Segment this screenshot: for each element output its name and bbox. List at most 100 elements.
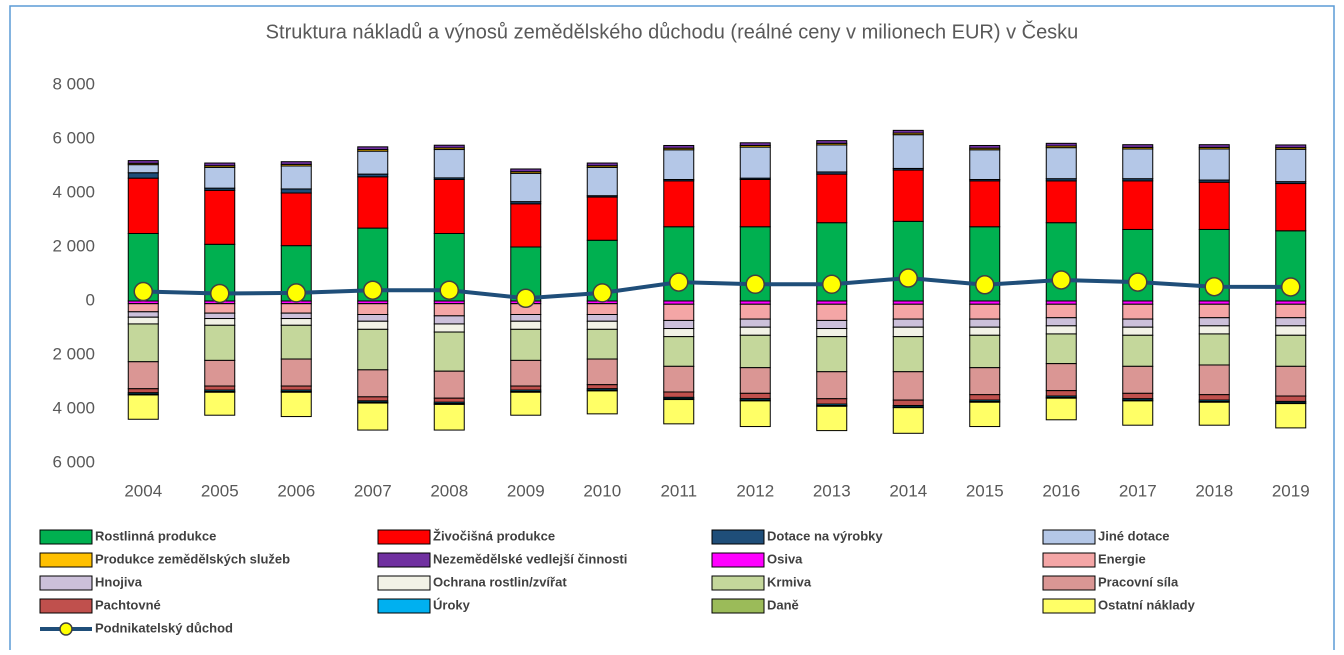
- y-tick-label: 2 000: [52, 236, 95, 255]
- bar-segment: [1045, 390, 1077, 397]
- bar-segment: [433, 303, 465, 317]
- legend-swatch: [39, 529, 93, 545]
- bar-segment: [1045, 397, 1077, 421]
- bar-segment: [739, 400, 771, 428]
- bar-segment: [204, 359, 236, 387]
- legend-label: Živočišná produkce: [433, 528, 555, 543]
- bar-segment: [433, 149, 465, 179]
- line-marker: [363, 280, 383, 300]
- bar-segment: [969, 326, 1001, 336]
- bar-segment: [280, 358, 312, 387]
- x-tick-label: 2015: [966, 481, 1004, 500]
- legend-swatch: [711, 598, 765, 614]
- x-tick-label: 2018: [1195, 481, 1233, 500]
- bar-segment: [510, 168, 542, 173]
- bar-segment: [1198, 317, 1230, 327]
- bar-segment: [663, 391, 695, 398]
- x-tick-label: 2008: [430, 481, 468, 500]
- bar-segment: [127, 361, 159, 390]
- line-marker: [898, 268, 918, 288]
- bar-segment: [663, 319, 695, 330]
- legend-label: Produkce zemědělských služeb: [95, 551, 290, 566]
- line-marker: [822, 274, 842, 295]
- line-marker: [745, 274, 765, 295]
- bar-segment: [969, 318, 1001, 328]
- bar-segment: [1122, 180, 1154, 230]
- legend-swatch: [39, 575, 93, 591]
- bar-segment: [586, 314, 618, 322]
- bar-segment: [1122, 334, 1154, 367]
- bar-segment: [204, 162, 236, 167]
- legend-swatch: [377, 552, 431, 568]
- legend-label: Nezemědělské vedlejší činnosti: [433, 551, 627, 566]
- bar-segment: [280, 192, 312, 247]
- y-tick-label: 4 000: [52, 182, 95, 201]
- legend-swatch: [377, 529, 431, 545]
- legend-swatch: [711, 575, 765, 591]
- bar-segment: [739, 179, 771, 228]
- legend-swatch: [1042, 552, 1096, 568]
- legend-swatch: [1042, 575, 1096, 591]
- bar-segment: [510, 203, 542, 248]
- legend-swatch: [711, 552, 765, 568]
- line-marker: [1051, 270, 1071, 290]
- bar-segment: [892, 318, 924, 328]
- bar-segment: [892, 303, 924, 320]
- legend-swatch: [711, 529, 765, 545]
- line-marker: [133, 281, 153, 302]
- bar-segment: [1122, 392, 1154, 400]
- bar-segment: [204, 391, 236, 416]
- bar-segment: [1275, 144, 1307, 149]
- bar-segment: [510, 328, 542, 361]
- bar-segment: [1198, 144, 1230, 148]
- bar-segment: [969, 334, 1001, 369]
- bar-segment: [663, 365, 695, 393]
- bar-segment: [510, 391, 542, 416]
- bar-segment: [663, 328, 695, 338]
- y-tick-label: 6 000: [52, 452, 95, 471]
- legend-swatch: [59, 622, 73, 636]
- bar-segment: [1045, 363, 1077, 392]
- legend-label: Energie: [1098, 551, 1146, 566]
- bar-segment: [127, 311, 159, 318]
- bar-segment: [1045, 333, 1077, 365]
- x-tick-label: 2014: [889, 481, 927, 500]
- bar-segment: [586, 166, 618, 197]
- bar-segment: [280, 161, 312, 165]
- y-tick-label: 8 000: [52, 74, 95, 93]
- bar-segment: [433, 144, 465, 149]
- line-marker: [1128, 272, 1148, 292]
- bar-segment: [280, 188, 312, 194]
- bar-segment: [663, 144, 695, 149]
- legend-label: Ostatní náklady: [1098, 597, 1196, 612]
- bar-segment: [969, 144, 1001, 149]
- legend-label: Osiva: [767, 551, 803, 566]
- bar-segment: [739, 142, 771, 146]
- bar-segment: [739, 326, 771, 336]
- bar-segment: [892, 371, 924, 401]
- line-marker: [1204, 276, 1224, 297]
- bar-segment: [1122, 326, 1154, 336]
- bar-segment: [586, 196, 618, 241]
- bar-segment: [204, 189, 236, 245]
- bar-segment: [892, 134, 924, 169]
- bar-segment: [586, 390, 618, 415]
- bar-segment: [739, 146, 771, 179]
- legend-label: Pracovní síla: [1098, 574, 1179, 589]
- line-marker: [1281, 277, 1301, 297]
- bar-segment: [586, 358, 618, 386]
- bar-segment: [204, 312, 236, 320]
- bar-segment: [1275, 403, 1307, 429]
- line-marker: [210, 283, 230, 304]
- bar-segment: [280, 324, 312, 360]
- x-tick-label: 2007: [354, 481, 392, 500]
- x-tick-label: 2006: [277, 481, 315, 500]
- bar-segment: [127, 394, 159, 420]
- bar-segment: [357, 369, 389, 398]
- bar-segment: [357, 320, 389, 330]
- bar-segment: [1275, 183, 1307, 232]
- bar-segment: [816, 144, 848, 173]
- bar-segment: [280, 385, 312, 391]
- bar-segment: [204, 385, 236, 391]
- legend-label: Úroky: [433, 597, 471, 612]
